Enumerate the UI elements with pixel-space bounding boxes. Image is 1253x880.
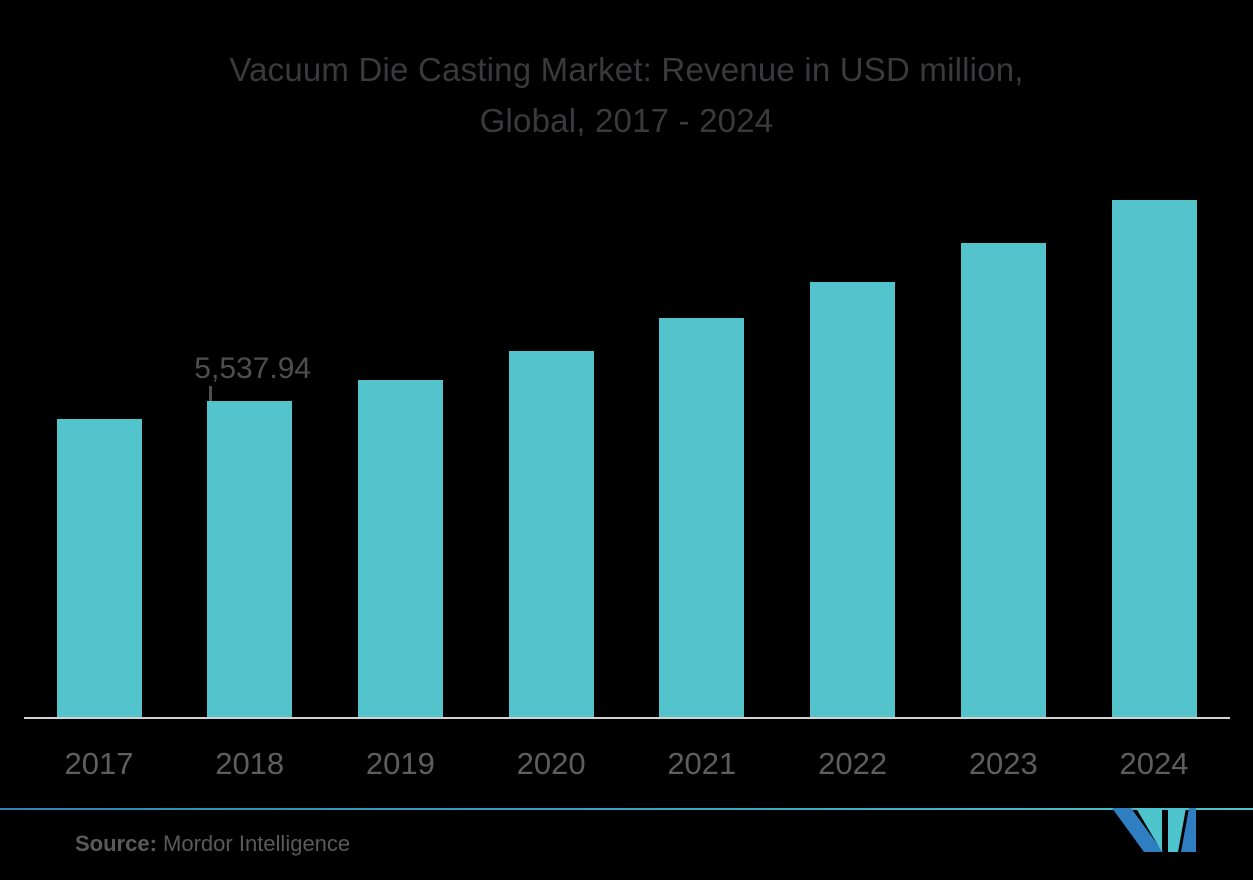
- bar-2018: [207, 401, 293, 717]
- x-axis-label-2021: 2021: [667, 746, 737, 781]
- bar-2019: [357, 380, 443, 717]
- logo-left-blue-stripe: [1112, 808, 1163, 852]
- x-axis-label-2024: 2024: [1119, 746, 1189, 781]
- logo-right-teal-shape: [1168, 808, 1186, 852]
- bar-2021: [659, 318, 745, 717]
- bar-2024: [1111, 200, 1197, 717]
- source-value: Mordor Intelligence: [163, 831, 351, 856]
- x-axis-label-2018: 2018: [215, 746, 285, 781]
- source-label: Source:: [75, 831, 157, 856]
- bar-2020: [508, 351, 594, 717]
- x-axis-label-2023: 2023: [968, 746, 1038, 781]
- bar-2023: [960, 243, 1046, 717]
- x-axis-label-2017: 2017: [64, 746, 134, 781]
- chart-title: Vacuum Die Casting Market: Revenue in US…: [0, 44, 1253, 146]
- mordor-intelligence-m-logo: [1112, 808, 1196, 852]
- x-axis-line: [24, 717, 1230, 719]
- plot-area: [56, 200, 1197, 717]
- bar-2022: [810, 282, 896, 717]
- x-axis-label-2019: 2019: [365, 746, 435, 781]
- chart-title-line-2: Global, 2017 - 2024: [479, 102, 774, 139]
- x-axis-label-2020: 2020: [516, 746, 586, 781]
- data-label-2018: 5,537.94: [194, 352, 312, 385]
- chart-title-line-1: Vacuum Die Casting Market: Revenue in US…: [229, 51, 1024, 88]
- x-axis-label-2022: 2022: [818, 746, 888, 781]
- source-text: Source: Mordor Intelligence: [75, 831, 350, 857]
- footer-divider-line: [0, 808, 1253, 810]
- logo-right-blue-triangle: [1181, 808, 1196, 852]
- logo-left-teal-triangle: [1136, 808, 1162, 852]
- bar-2017: [56, 419, 142, 717]
- data-label-connector-line: [209, 386, 213, 401]
